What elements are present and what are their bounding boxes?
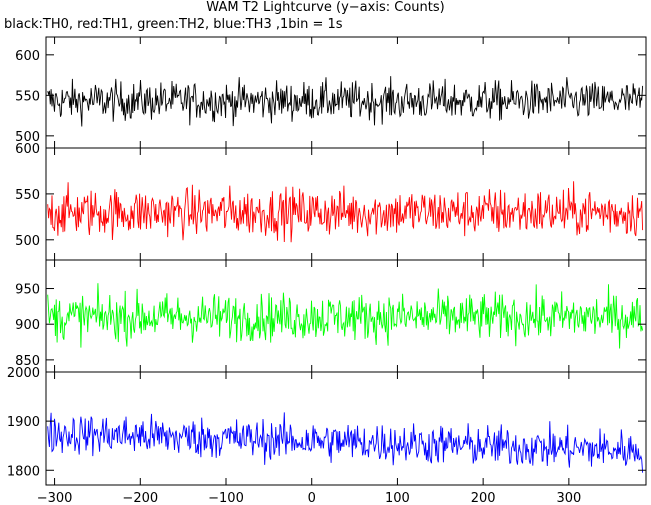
y-tick-label: 1900 xyxy=(7,415,40,430)
chart-subtitle: black:TH0, red:TH1, green:TH2, blue:TH3 … xyxy=(4,17,343,32)
y-tick-label: 500 xyxy=(15,130,40,145)
y-tick-label: 550 xyxy=(15,188,40,203)
x-tick-label: −300 xyxy=(37,491,73,505)
x-tick-label: 300 xyxy=(556,491,581,505)
panel-th1: 500 550 600 xyxy=(15,142,647,261)
y-tick-label: 850 xyxy=(15,354,40,369)
x-tick-label: 100 xyxy=(385,491,410,505)
y-tick-label: 550 xyxy=(15,89,40,104)
panel-th3: 1800 1900 2000 xyxy=(7,366,647,486)
x-tick-label: 200 xyxy=(471,491,496,505)
x-tick-label: 0 xyxy=(308,491,316,505)
x-tick-label: −100 xyxy=(208,491,244,505)
y-tick-label: 600 xyxy=(15,49,40,64)
series-line-th1 xyxy=(47,181,644,243)
y-tick-label: 900 xyxy=(15,318,40,333)
series-line-th0 xyxy=(47,76,644,127)
y-tick-label: 600 xyxy=(15,142,40,157)
y-tick-label: 1800 xyxy=(7,464,40,479)
series-line-th2 xyxy=(47,283,644,349)
chart-title: WAM T2 Lightcurve (y−axis: Counts) xyxy=(206,0,445,15)
panel-frame xyxy=(45,371,647,486)
x-axis: −300 −200 −100 0 100 200 300 xyxy=(37,491,582,505)
y-tick-label: 950 xyxy=(15,283,40,298)
y-tick-label: 2000 xyxy=(7,366,40,381)
panel-th2: 850 900 950 xyxy=(15,259,647,373)
x-tick-label: −200 xyxy=(122,491,158,505)
panel-th0: 500 550 600 xyxy=(15,36,647,149)
y-tick-label: 500 xyxy=(15,234,40,249)
series-line-th3 xyxy=(47,412,644,473)
